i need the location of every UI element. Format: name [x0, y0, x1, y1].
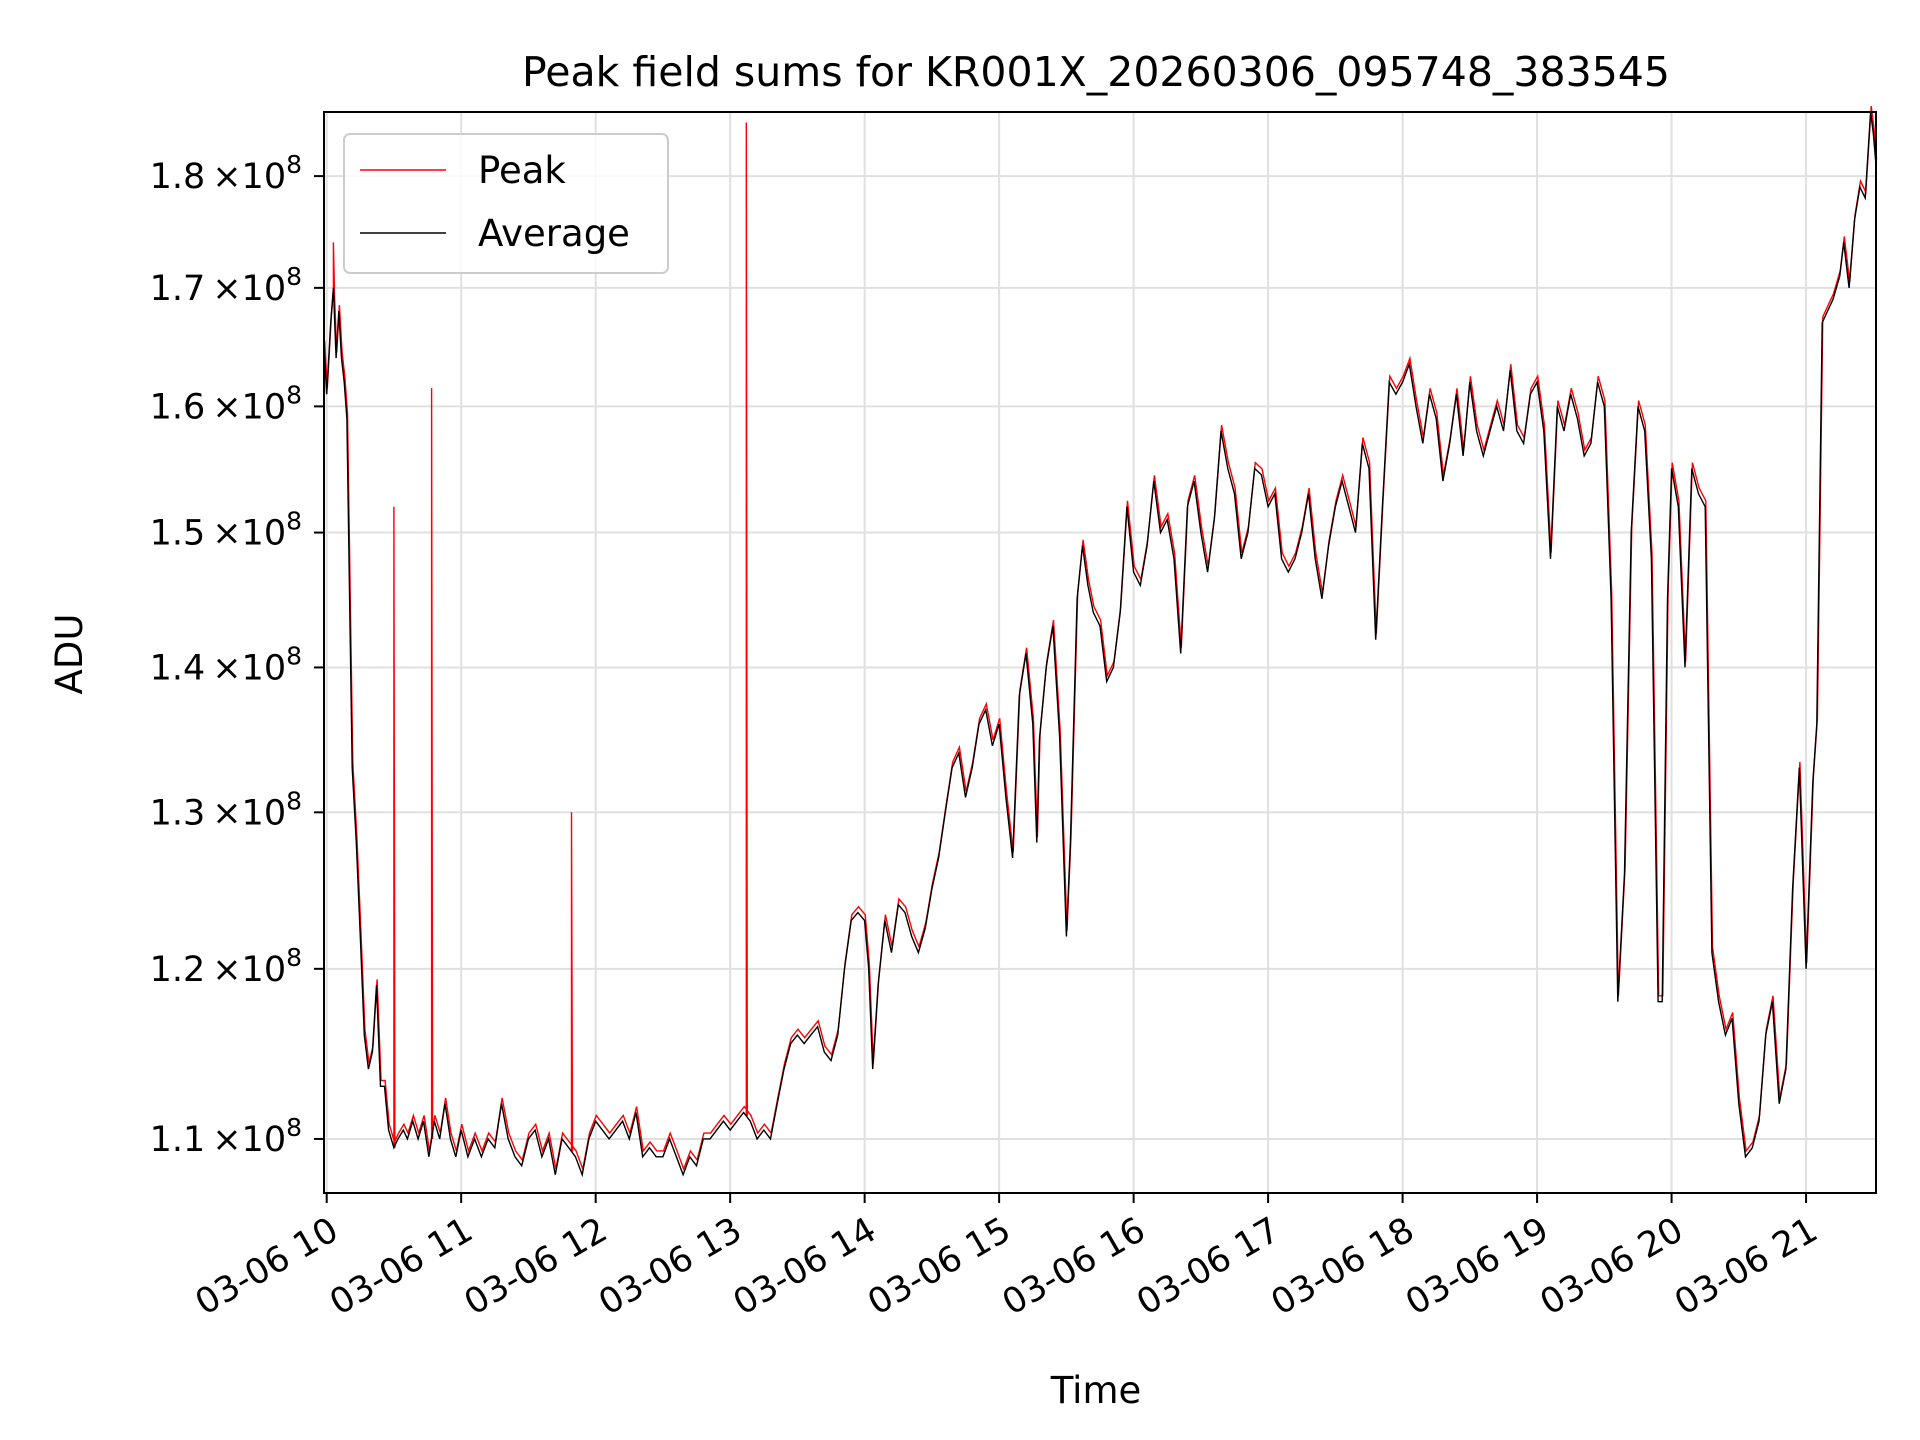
chart-title: Peak field sums for KR001X_20260306_0957… [522, 48, 1670, 96]
x-tick-label: 03-06 18 [1265, 1210, 1421, 1323]
axes-frame [323, 111, 1877, 1194]
x-tick-label: 03-06 16 [996, 1210, 1152, 1323]
x-axis-label: Time [1050, 1369, 1142, 1412]
y-tick-label: 1.5 ×108 [150, 507, 302, 554]
y-tick-label: 1.4 ×108 [150, 641, 302, 688]
series-average-line [323, 111, 1877, 1178]
x-tick-label: 03-06 21 [1668, 1210, 1824, 1323]
x-tick-label: 03-06 14 [727, 1210, 883, 1323]
y-tick-label: 1.2 ×108 [150, 943, 302, 990]
y-tick-label: 1.6 ×108 [150, 380, 302, 427]
plot-area [323, 106, 1878, 1178]
grid [324, 112, 1876, 1193]
y-tick-label: 1.8 ×108 [150, 150, 302, 197]
y-tick-label: 1.7 ×108 [150, 262, 302, 309]
y-tick-label: 1.1 ×108 [150, 1113, 302, 1160]
legend-box [343, 133, 669, 274]
y-tick-label: 1.3 ×108 [150, 786, 302, 833]
legend: Peak Average [343, 133, 669, 274]
y-axis: 1.1 ×108 1.2 ×108 1.3 ×108 1.4 ×108 1.5 ×108… [150, 150, 324, 1160]
legend-peak-label: Peak [478, 149, 566, 192]
x-tick-label: 03-06 20 [1534, 1210, 1690, 1323]
x-tick-label: 03-06 12 [458, 1210, 614, 1323]
x-tick-label: 03-06 17 [1130, 1210, 1286, 1323]
x-tick-label: 03-06 15 [861, 1210, 1017, 1323]
y-axis-label: ADU [48, 614, 91, 695]
x-tick-label: 03-06 10 [189, 1210, 345, 1323]
x-tick-label: 03-06 19 [1399, 1210, 1555, 1323]
x-tick-label: 03-06 13 [592, 1210, 748, 1323]
legend-average-label: Average [478, 212, 630, 255]
x-tick-label: 03-06 11 [323, 1210, 479, 1323]
